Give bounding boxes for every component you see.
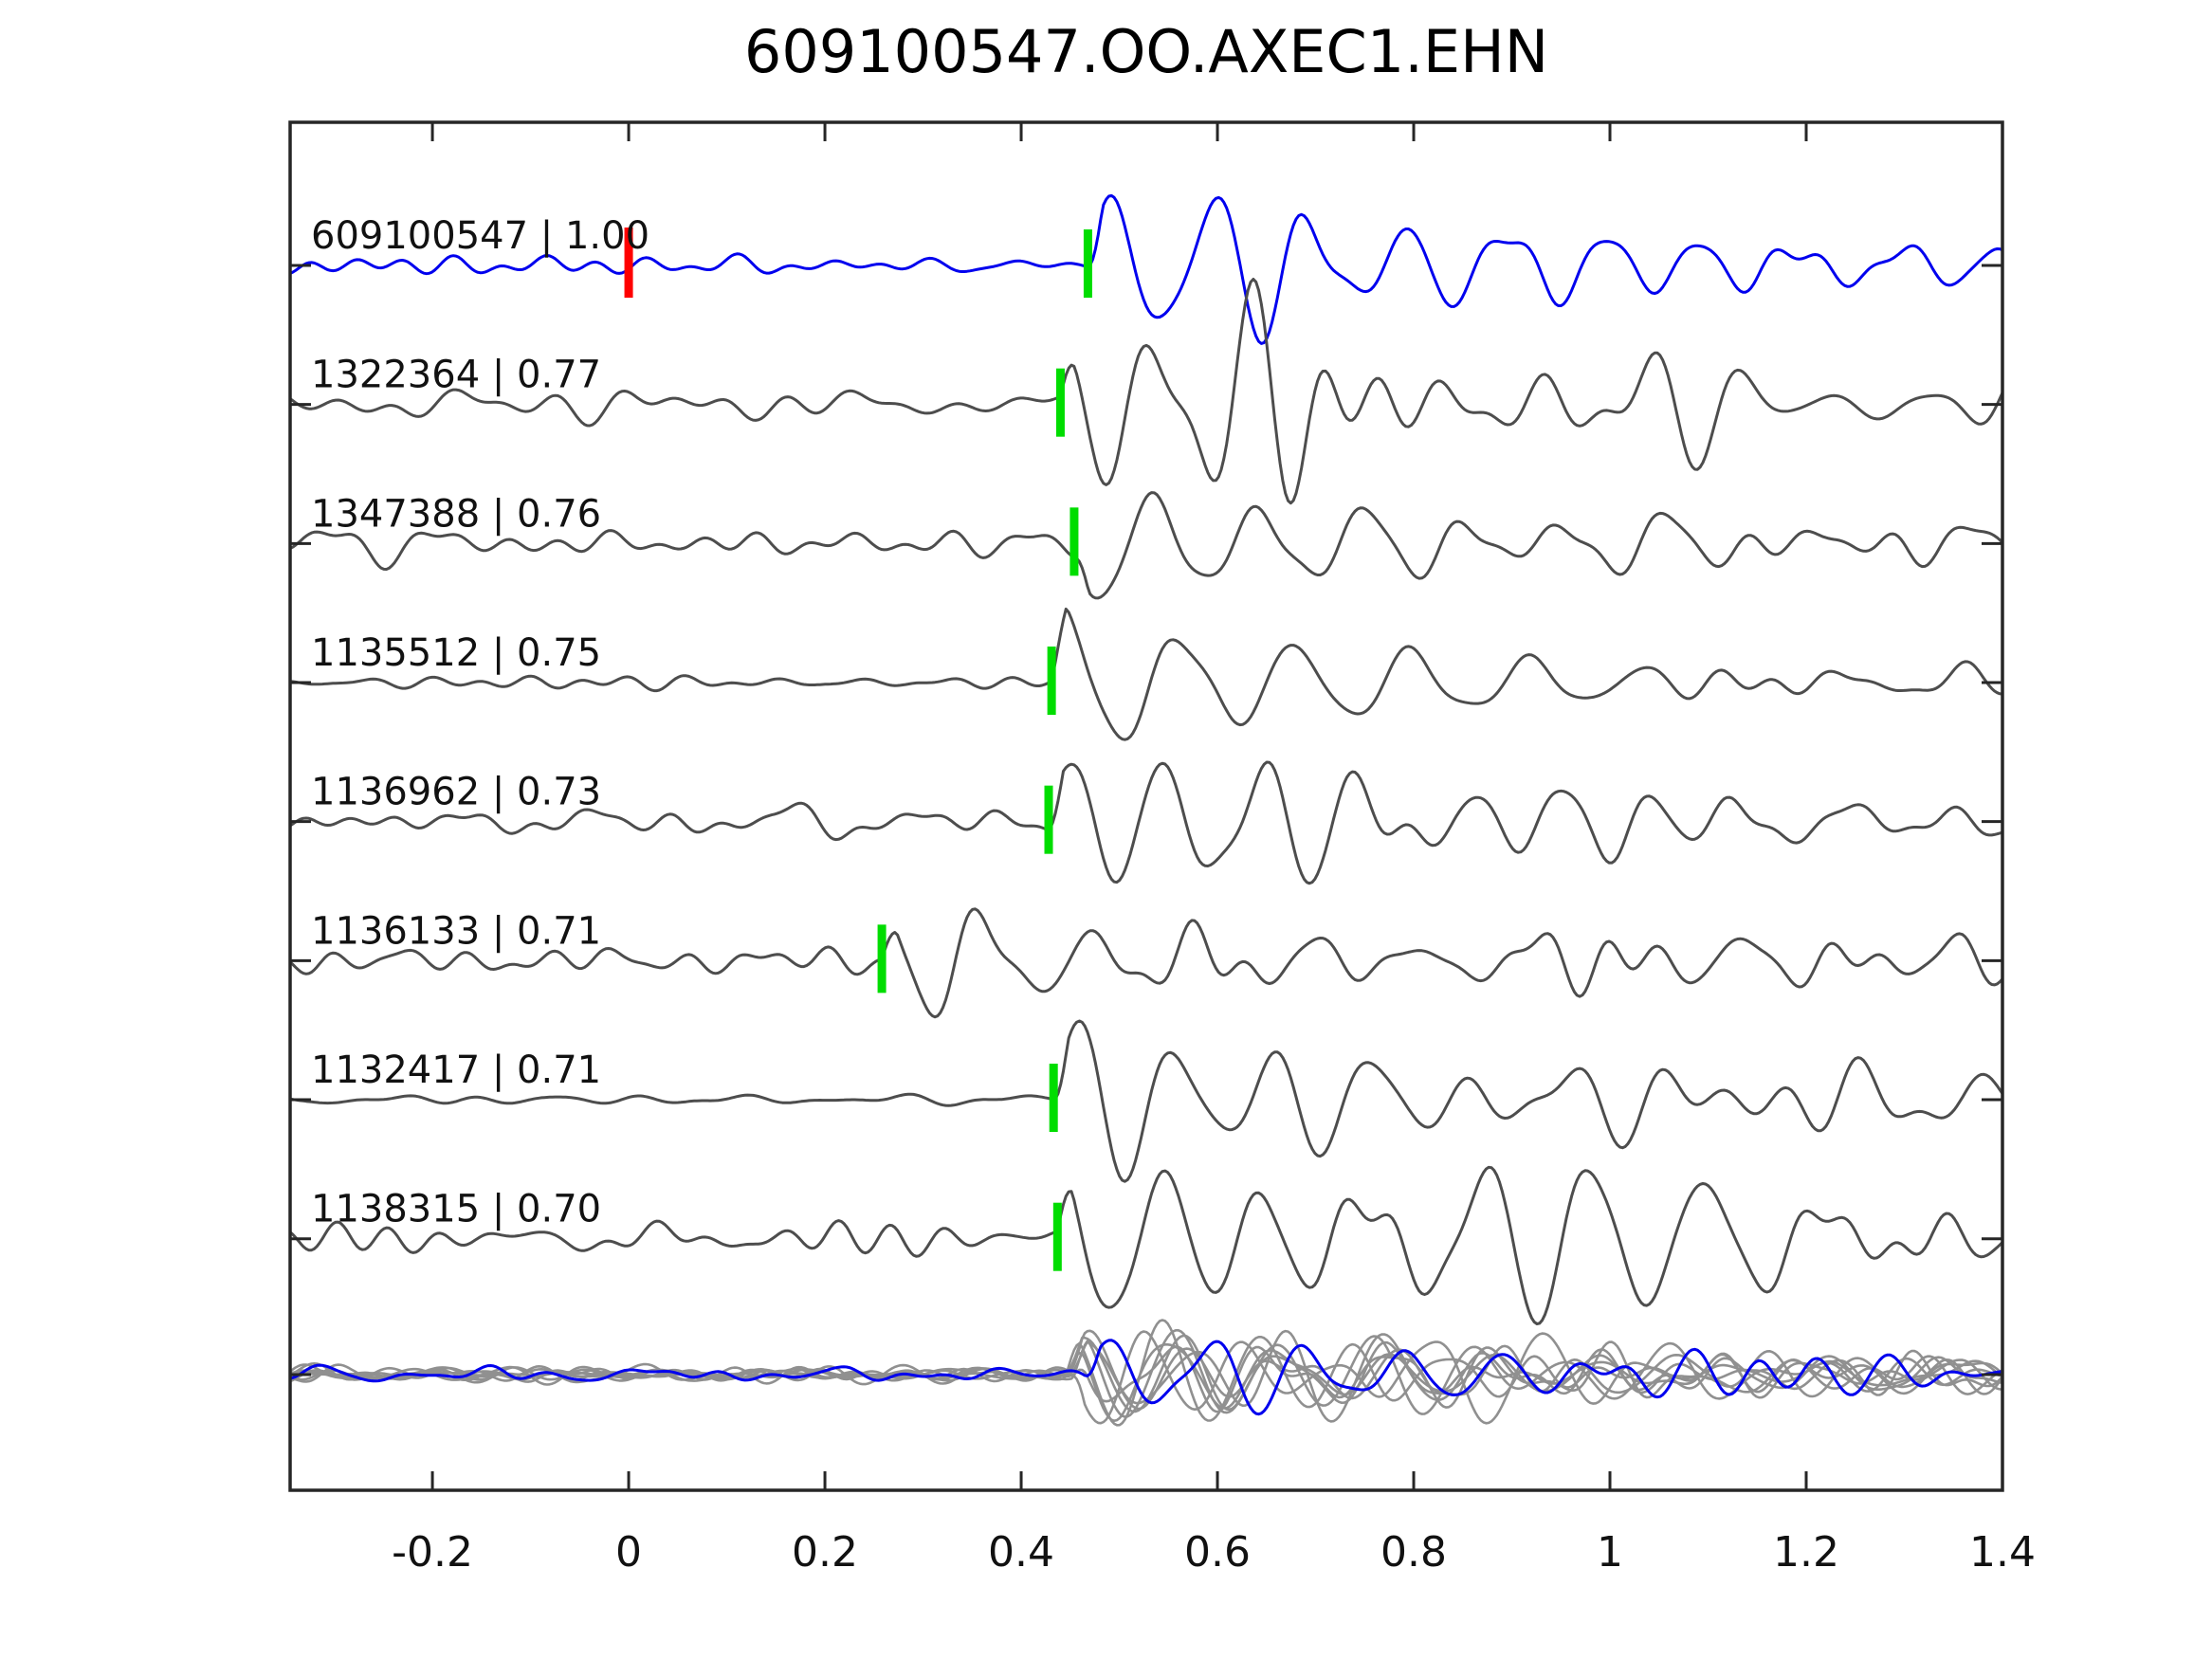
x-tick-label: 0.8: [1380, 1528, 1447, 1577]
origin-marker-609100547: [624, 228, 633, 298]
pick-marker-1136133: [877, 924, 887, 994]
pick-marker-1322364: [1055, 368, 1065, 437]
trace-1136133: [290, 907, 2002, 1019]
overlay-trace-4: [290, 1330, 2002, 1425]
x-tick-label: 1.4: [1969, 1528, 2036, 1577]
trace-1322364: [290, 278, 2002, 505]
x-tick-label: 0: [615, 1528, 642, 1577]
x-tick-label: 1.2: [1773, 1528, 1839, 1577]
x-tick-label: 0.6: [1184, 1528, 1251, 1577]
x-tick-label: 0.2: [792, 1528, 858, 1577]
pick-marker-1347388: [1069, 507, 1079, 576]
pick-marker-1135512: [1047, 647, 1056, 716]
trace-1136962: [290, 760, 2002, 885]
x-tick-label: 1: [1597, 1528, 1623, 1577]
x-tick-label: -0.2: [392, 1528, 473, 1577]
trace-609100547: [290, 193, 2002, 345]
trace-label-1136962: 1136962 | 0.73: [311, 771, 601, 814]
trace-label-1322364: 1322364 | 0.77: [311, 354, 601, 397]
overlay-trace-7: [290, 1340, 2002, 1422]
chart-title: 609100547.OO.AXEC1.EHN: [743, 17, 1549, 86]
trace-label-1136133: 1136133 | 0.71: [311, 909, 601, 953]
trace-1135512: [290, 607, 2002, 741]
trace-label-1132417: 1132417 | 0.71: [311, 1048, 601, 1092]
trace-1132417: [290, 1019, 2002, 1183]
pick-marker-609100547: [1083, 229, 1092, 298]
x-tick-label: 0.4: [988, 1528, 1054, 1577]
overlay-trace-template: [290, 1339, 2002, 1416]
overlay-trace-5: [290, 1334, 2002, 1413]
trace-label-609100547: 609100547 | 1.00: [311, 214, 649, 258]
axes-border: [288, 120, 2004, 1492]
trace-label-1347388: 1347388 | 0.76: [311, 492, 601, 536]
overlay-trace-6: [290, 1329, 2002, 1418]
trace-label-1135512: 1135512 | 0.75: [311, 631, 601, 675]
trace-1347388: [290, 491, 2002, 600]
trace-1138315: [290, 1165, 2002, 1325]
traces-group: [290, 193, 2002, 1427]
trace-label-1138315: 1138315 | 0.70: [311, 1188, 601, 1231]
pick-marker-1132417: [1049, 1064, 1058, 1133]
pick-marker-1138315: [1052, 1202, 1062, 1271]
pick-marker-1136962: [1044, 785, 1053, 854]
